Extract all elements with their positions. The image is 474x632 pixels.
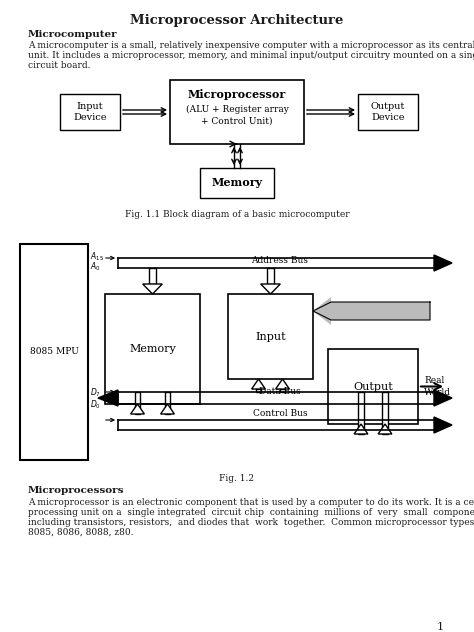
Text: Input
Device: Input Device [73,102,107,122]
Text: Memory: Memory [211,178,263,188]
Text: Memory: Memory [129,344,176,354]
Polygon shape [261,284,280,294]
Text: Fig. 1.2: Fig. 1.2 [219,474,255,483]
Polygon shape [252,379,265,389]
Bar [228,294,313,379]
Polygon shape [354,424,368,434]
Bar [267,268,274,284]
Text: Microcomputer: Microcomputer [28,30,118,39]
Polygon shape [98,390,118,406]
Polygon shape [276,379,289,389]
Text: Output: Output [353,382,393,391]
Bar [60,94,120,130]
Text: 1: 1 [437,622,444,632]
Bar [256,389,261,392]
Bar [135,392,140,414]
Text: Fig. 1.1 Block diagram of a basic microcomputer: Fig. 1.1 Block diagram of a basic microc… [125,210,349,219]
Bar [358,94,418,130]
Text: Input: Input [255,332,286,341]
Text: Microprocessor: Microprocessor [188,89,286,100]
Text: + Control Unit): + Control Unit) [201,117,273,126]
Text: processing unit on a  single integrated  circuit chip  containing  millions of  : processing unit on a single integrated c… [28,508,474,517]
Text: 8085 MPU: 8085 MPU [29,348,78,356]
Polygon shape [378,424,392,434]
Polygon shape [131,404,145,414]
Bar [149,268,156,284]
Polygon shape [313,297,331,325]
Polygon shape [434,417,452,433]
Text: Microprocessors: Microprocessors [28,486,125,495]
Text: Address Bus: Address Bus [252,256,309,265]
Text: Data Bus: Data Bus [259,387,301,396]
Polygon shape [331,302,430,320]
Bar [383,392,388,434]
Text: Microprocessor Architecture: Microprocessor Architecture [130,14,344,27]
Text: $D_0$: $D_0$ [90,399,101,411]
Polygon shape [161,404,174,414]
Bar [280,389,285,392]
Text: $D_7$: $D_7$ [90,387,101,399]
Bar [200,168,274,198]
Polygon shape [143,284,162,294]
Text: A microprocessor is an electronic component that is used by a computer to do its: A microprocessor is an electronic compon… [28,498,474,507]
Text: $A_{15}$: $A_{15}$ [90,251,104,264]
Text: Control Bus: Control Bus [253,409,307,418]
Polygon shape [434,255,452,271]
Text: Real
World: Real World [424,377,451,396]
Text: unit. It includes a microprocessor, memory, and minimal input/output circuitry m: unit. It includes a microprocessor, memo… [28,51,474,60]
Text: circuit board.: circuit board. [28,61,91,70]
Bar [328,349,418,424]
Bar [358,392,364,434]
Text: including transistors, resistors,  and diodes that  work  together.  Common micr: including transistors, resistors, and di… [28,518,474,527]
Bar [105,294,200,404]
Text: Output
Device: Output Device [371,102,405,122]
Bar [170,80,304,144]
Text: A microcomputer is a small, relatively inexpensive computer with a microprocesso: A microcomputer is a small, relatively i… [28,41,474,50]
Bar [165,392,170,414]
Text: 8085, 8086, 8088, z80.: 8085, 8086, 8088, z80. [28,528,134,537]
Text: (ALU + Register array: (ALU + Register array [185,105,289,114]
Bar [20,244,88,460]
Polygon shape [434,390,452,406]
Text: $A_0$: $A_0$ [90,261,101,273]
